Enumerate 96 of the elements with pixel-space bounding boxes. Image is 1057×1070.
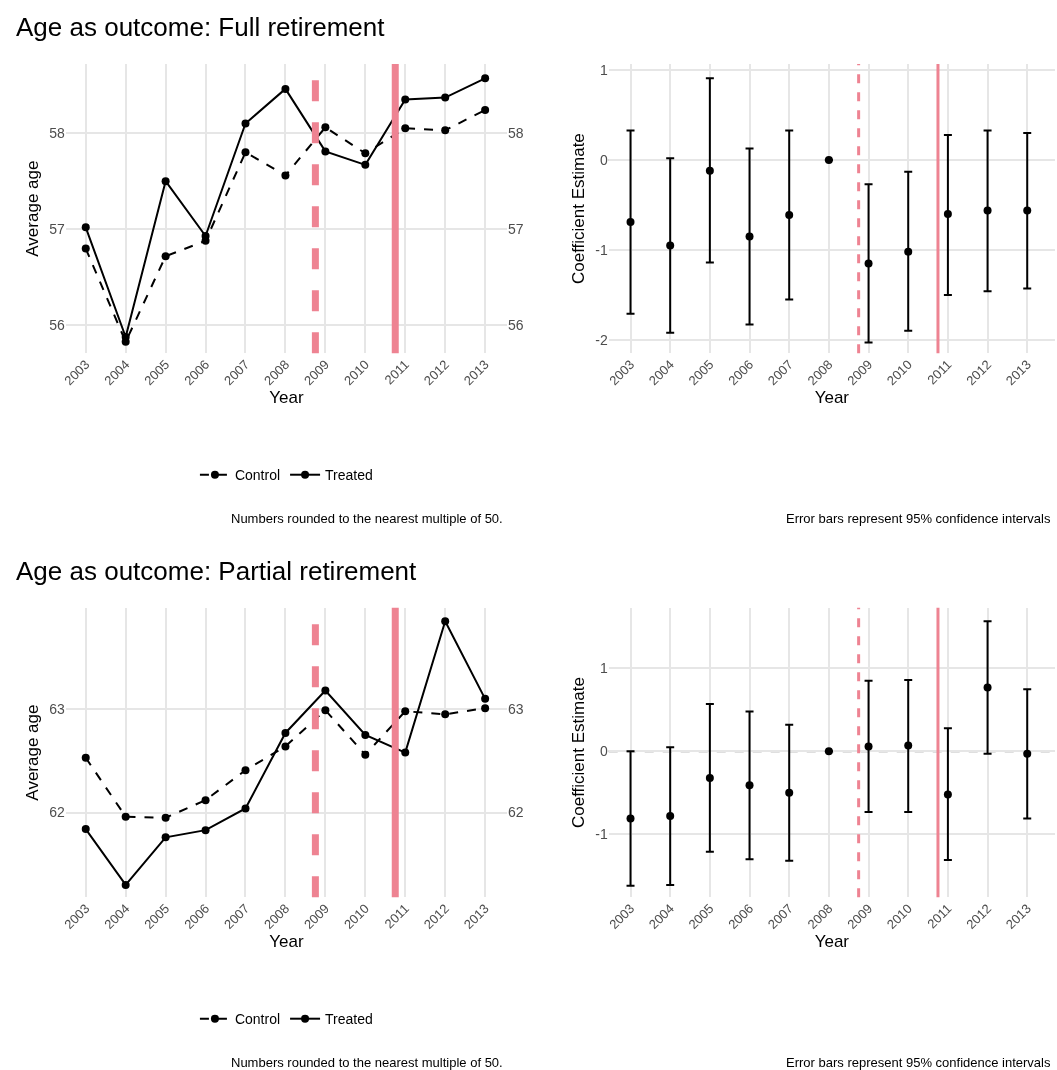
y2-tick-label: 63 — [508, 701, 524, 718]
y-tick-label: 62 — [49, 804, 65, 821]
point — [121, 880, 130, 889]
legend-label: Control — [234, 467, 281, 484]
point — [161, 833, 170, 842]
y2-tick-label: 56 — [508, 317, 524, 334]
point — [321, 706, 330, 715]
point — [161, 177, 170, 186]
point — [441, 617, 450, 626]
point — [121, 812, 130, 821]
point — [201, 796, 210, 805]
chart-title: Age as outcome: Full retirement — [16, 12, 386, 42]
point — [241, 804, 250, 813]
point — [241, 766, 250, 775]
point — [785, 788, 794, 797]
point — [321, 686, 330, 695]
y-tick-label: 1 — [599, 660, 608, 677]
point — [321, 123, 330, 132]
y2-tick-label: 57 — [508, 221, 524, 238]
point — [666, 241, 675, 250]
y-tick-label: 58 — [49, 125, 65, 142]
point — [401, 748, 410, 757]
point — [983, 206, 992, 215]
y-tick-label: 0 — [599, 743, 608, 760]
text: Error bars represent 95% confidence intervals — [786, 1055, 1051, 1070]
y2-tick-label: 62 — [508, 804, 524, 821]
point — [666, 812, 675, 821]
y-tick-label: -1 — [595, 241, 608, 258]
point — [626, 218, 635, 227]
point — [864, 742, 873, 751]
point — [1023, 206, 1032, 215]
y-tick-label: 63 — [49, 701, 65, 718]
point — [201, 826, 210, 835]
point — [241, 119, 250, 128]
point — [361, 731, 370, 740]
text: Numbers rounded to the nearest multiple of 50. — [231, 1055, 503, 1070]
point — [281, 728, 290, 737]
point — [81, 244, 90, 253]
y-tick-label: -1 — [595, 826, 608, 843]
point — [81, 223, 90, 232]
legend-label: Control — [234, 1011, 281, 1028]
legend-label: Treated — [325, 467, 373, 484]
y2-tick-label: 58 — [508, 125, 524, 142]
y-tick-label: 57 — [49, 221, 65, 238]
point — [626, 814, 635, 823]
point — [401, 95, 410, 104]
point — [281, 84, 290, 93]
x-axis-title: Year — [814, 932, 850, 952]
point — [321, 147, 330, 156]
point — [943, 210, 952, 218]
point — [481, 74, 490, 83]
chart-title: Age as outcome: Partial retirement — [16, 556, 418, 586]
point — [161, 813, 170, 822]
point — [983, 683, 992, 692]
point — [904, 247, 913, 256]
point — [481, 106, 490, 115]
y-axis-title: Average age — [22, 160, 42, 257]
y-axis-title: Coefficient Estimate — [568, 677, 588, 829]
point — [1023, 749, 1032, 758]
legend-label: Treated — [325, 1011, 373, 1028]
point — [785, 210, 794, 219]
point — [705, 773, 714, 782]
point — [281, 742, 290, 751]
text: Numbers rounded to the nearest multiple of 50. — [231, 511, 503, 526]
y-tick-label: -2 — [595, 331, 608, 348]
y-axis-title: Coefficient Estimate — [568, 133, 588, 285]
y-tick-label: 56 — [49, 317, 65, 334]
x-axis-title: Year — [814, 388, 850, 408]
point — [161, 252, 170, 261]
point — [481, 694, 490, 703]
point — [281, 171, 290, 180]
point — [81, 825, 90, 834]
x-axis-title: Year — [269, 388, 304, 408]
point — [441, 126, 450, 135]
point — [401, 124, 410, 133]
point — [904, 741, 913, 750]
point — [361, 160, 370, 169]
point — [705, 166, 714, 175]
point — [81, 753, 90, 762]
point — [745, 232, 754, 241]
y-tick-label: 1 — [599, 62, 608, 79]
point — [121, 332, 130, 341]
y-axis-title: Average age — [22, 704, 42, 801]
point — [481, 704, 490, 713]
point — [864, 259, 873, 268]
point — [361, 750, 370, 759]
point — [241, 148, 250, 157]
point — [441, 710, 450, 719]
point — [943, 790, 952, 799]
y-tick-label: 0 — [599, 151, 608, 168]
point — [361, 149, 370, 158]
text: Error bars represent 95% confidence intervals — [786, 511, 1051, 526]
point — [745, 781, 754, 790]
point — [401, 707, 410, 716]
point — [441, 93, 450, 102]
x-axis-title: Year — [269, 932, 304, 952]
